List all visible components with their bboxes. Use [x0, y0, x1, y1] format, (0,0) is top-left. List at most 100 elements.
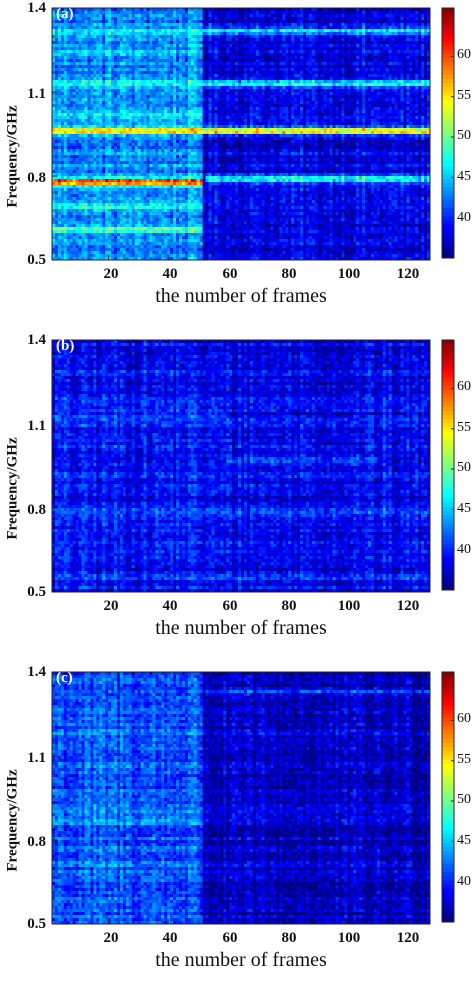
heatmap-cell	[385, 80, 390, 84]
heatmap-cell	[111, 35, 115, 39]
heatmap-cell	[258, 80, 263, 84]
heatmap-cell	[102, 14, 106, 18]
heatmap-cell	[385, 23, 390, 27]
heatmap-cell	[317, 98, 322, 102]
heatmap-cell	[291, 119, 295, 123]
heatmap-cell	[412, 74, 416, 78]
heatmap-cell	[93, 50, 97, 54]
heatmap-cell	[108, 101, 112, 105]
heatmap-cell	[261, 68, 266, 72]
heatmap-cell	[385, 107, 390, 111]
heatmap-cell	[125, 122, 130, 126]
heatmap-cell	[270, 47, 274, 51]
heatmap-cell	[87, 77, 91, 81]
heatmap-cell	[178, 98, 183, 102]
heatmap-cell	[134, 68, 139, 72]
heatmap-cell	[356, 32, 360, 36]
heatmap-cell	[199, 53, 204, 57]
heatmap-cell	[152, 113, 156, 117]
heatmap-cell	[161, 104, 165, 108]
heatmap-cell	[373, 113, 378, 117]
heatmap-cell	[243, 68, 248, 72]
heatmap-cell	[211, 20, 215, 24]
heatmap-cell	[382, 77, 387, 81]
heatmap-cell	[288, 74, 292, 78]
heatmap-cell	[267, 41, 271, 45]
heatmap-cell	[350, 41, 354, 45]
heatmap-cell	[131, 32, 136, 36]
heatmap-cell	[356, 113, 360, 117]
heatmap-cell	[300, 41, 304, 45]
heatmap-cell	[285, 68, 289, 72]
heatmap-cell	[385, 8, 390, 12]
heatmap-cell	[397, 50, 401, 54]
heatmap-cell	[105, 95, 109, 99]
heatmap-cell	[81, 101, 85, 105]
heatmap-cell	[149, 92, 153, 96]
heatmap-cell	[400, 95, 404, 99]
heatmap-cell	[57, 122, 62, 126]
heatmap-cell	[385, 110, 390, 114]
heatmap-cell	[78, 107, 82, 111]
heatmap-cell	[108, 68, 112, 72]
heatmap-cell	[152, 53, 156, 57]
heatmap-cell	[347, 68, 351, 72]
heatmap-cell	[373, 38, 378, 42]
heatmap-cell	[87, 92, 91, 96]
heatmap-cell	[391, 47, 395, 51]
heatmap-cell	[314, 68, 319, 72]
heatmap-cell	[87, 113, 91, 117]
heatmap-cell	[176, 83, 180, 87]
heatmap-cell	[122, 38, 127, 42]
heatmap-cell	[359, 35, 363, 39]
heatmap-cell	[388, 38, 393, 42]
heatmap-cell	[170, 98, 174, 102]
heatmap-cell	[276, 23, 280, 27]
heatmap-cell	[338, 101, 342, 105]
heatmap-cell	[152, 8, 156, 12]
heatmap-cell	[122, 44, 127, 48]
heatmap-cell	[229, 65, 233, 69]
heatmap-cell	[208, 101, 212, 105]
heatmap-cell	[223, 122, 227, 126]
heatmap-cell	[173, 65, 177, 69]
heatmap-cell	[131, 116, 136, 120]
heatmap-cell	[300, 119, 304, 123]
heatmap-cell	[114, 68, 118, 72]
heatmap-cell	[332, 38, 336, 42]
heatmap-cell	[347, 59, 351, 63]
heatmap-cell	[128, 8, 133, 12]
heatmap-cell	[308, 74, 313, 78]
heatmap-cell	[57, 104, 62, 108]
heatmap-cell	[119, 59, 124, 63]
heatmap-cell	[388, 116, 393, 120]
heatmap-cell	[75, 65, 79, 69]
heatmap-cell	[367, 17, 372, 21]
heatmap-cell	[214, 101, 218, 105]
heatmap-cell	[99, 26, 103, 30]
heatmap-cell	[173, 41, 177, 45]
heatmap-cell	[373, 92, 378, 96]
heatmap-cell	[84, 119, 88, 123]
heatmap-cell	[282, 62, 286, 66]
heatmap-cell	[288, 38, 292, 42]
heatmap-cell	[128, 110, 133, 114]
heatmap-cell	[128, 101, 133, 105]
heatmap-cell	[335, 113, 339, 117]
heatmap-cell	[323, 62, 328, 66]
heatmap-cell	[303, 38, 307, 42]
heatmap-cell	[356, 68, 360, 72]
heatmap-cell	[341, 20, 345, 24]
heatmap-cell	[229, 71, 233, 75]
heatmap-cell	[161, 68, 165, 72]
heatmap-cell	[267, 77, 271, 81]
heatmap-cell	[54, 74, 59, 78]
heatmap-cell	[421, 77, 425, 81]
heatmap-cell	[226, 86, 230, 90]
heatmap-cell	[60, 44, 65, 48]
heatmap-cell	[217, 71, 221, 75]
heatmap-cell	[261, 59, 266, 63]
heatmap-cell	[78, 14, 82, 18]
heatmap-cell	[193, 32, 198, 36]
heatmap-cell	[255, 65, 260, 69]
